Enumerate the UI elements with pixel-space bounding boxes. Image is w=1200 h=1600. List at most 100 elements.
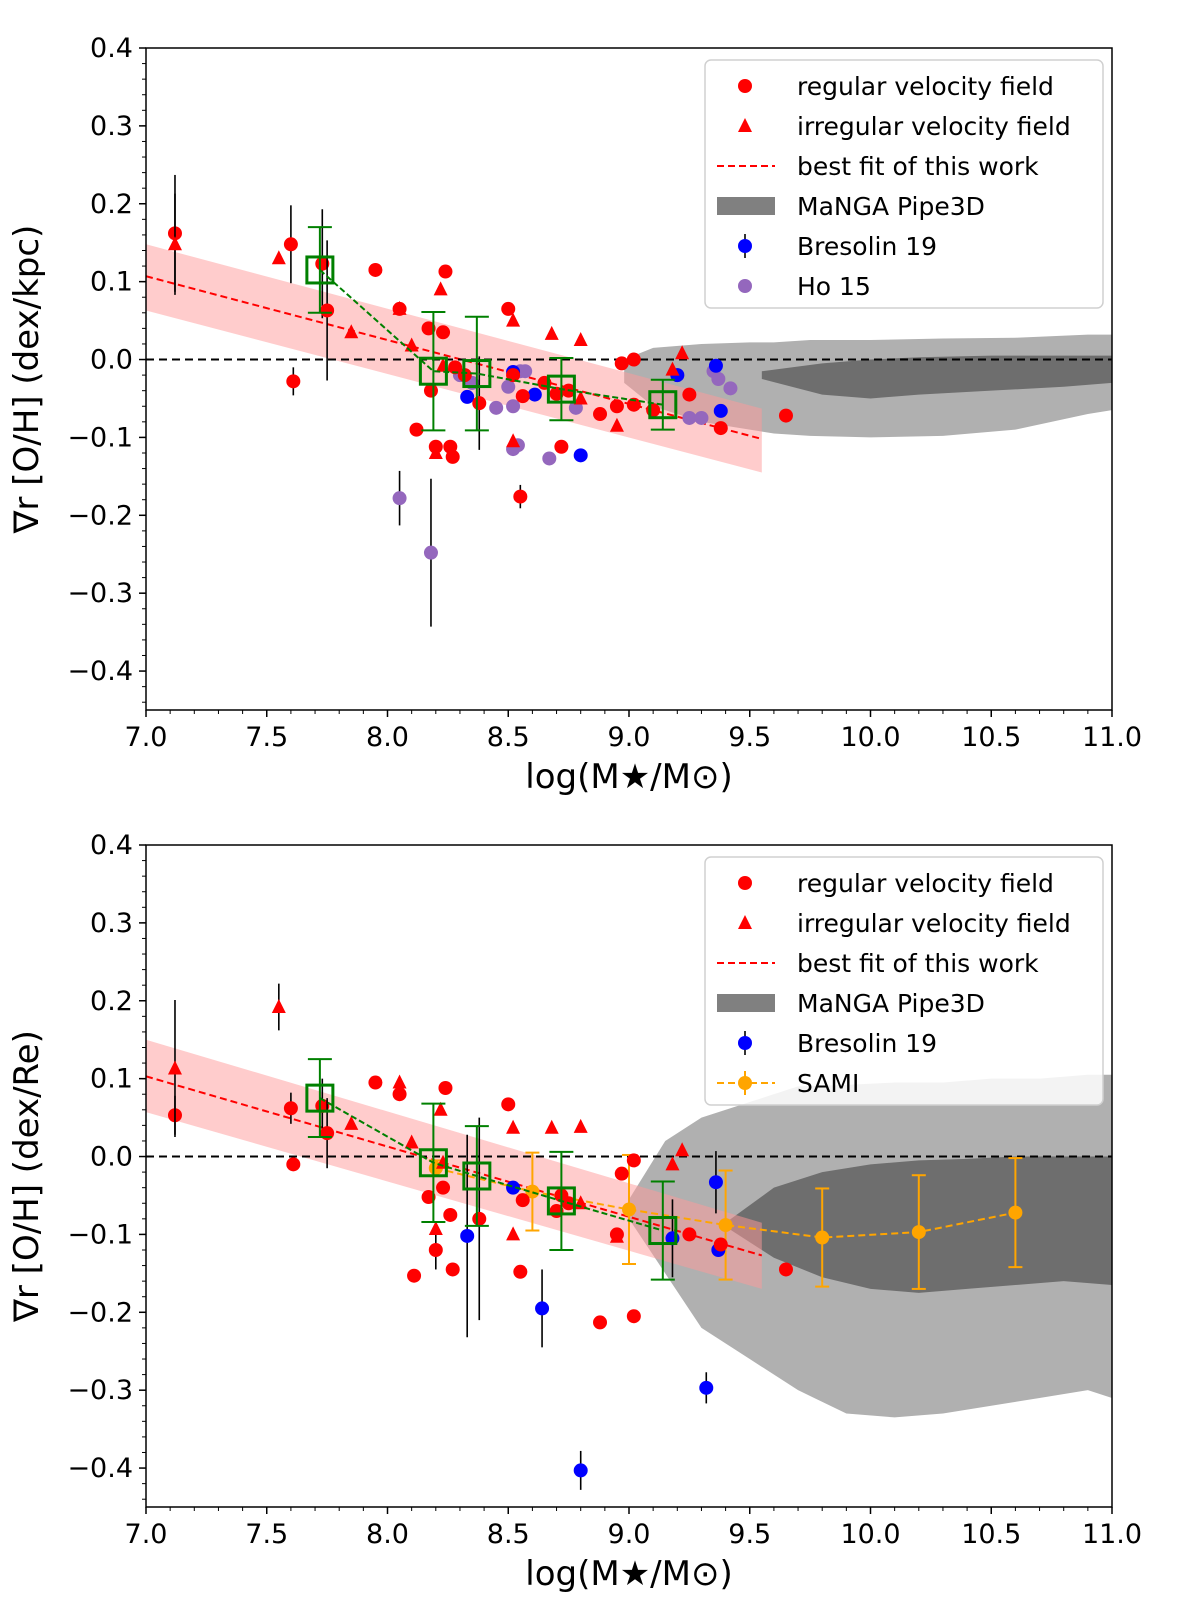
bottom-regular-point (286, 1157, 301, 1172)
bottom-bresolin-point (573, 1463, 588, 1478)
bottom-legend-bresolin-marker (738, 1036, 752, 1050)
top-regular-point (472, 396, 487, 411)
top-regular-point (423, 383, 438, 398)
bottom-legend-label: MaNGA Pipe3D (797, 989, 985, 1018)
top-binned-square (305, 255, 335, 285)
top-legend-label: MaNGA Pipe3D (797, 192, 985, 221)
bottom-sami-point (911, 1225, 926, 1240)
top-regular-point (554, 439, 569, 454)
top-legend-regular-marker (738, 79, 752, 93)
top-regular-point (626, 397, 641, 412)
bottom-panel: 7.0 7.5 8.0 8.5 9.0 9.5 10.0 10.5 11.0 −0.4 −0.3 −0… (7, 830, 1142, 1594)
bottom-regular-point (428, 1242, 443, 1257)
top-regular-point (286, 374, 301, 389)
bottom-x-tick-label: 7.5 (245, 1519, 288, 1550)
bottom-regular-point (682, 1227, 697, 1242)
top-x-axis-label: log(M★/M⊙) (525, 757, 732, 797)
bottom-regular-point (626, 1153, 641, 1168)
bottom-binned-square (648, 1216, 678, 1246)
bottom-legend-label: best fit of this work (797, 949, 1039, 978)
bottom-regular-point (320, 1126, 335, 1141)
bottom-bresolin-point (506, 1180, 521, 1195)
top-irregular-point (665, 361, 680, 376)
top-irregular-point (675, 345, 690, 360)
top-irregular-point (573, 332, 588, 347)
top-regular-point (515, 389, 530, 404)
bottom-x-tick-label: 7.0 (125, 1519, 168, 1550)
top-legend-bresolin-marker (738, 239, 752, 253)
top-panel: 7.0 7.5 8.0 8.5 9.0 9.5 10.0 10.5 11.0 −0.4 −0.3 −0… (7, 33, 1142, 797)
bottom-irregular-point (506, 1119, 521, 1134)
bottom-binned-square (546, 1186, 576, 1216)
top-y-axis-label: ∇r [O/H] (dex/kpc) (7, 225, 47, 535)
top-ho15-point (682, 410, 697, 425)
bottom-regular-point (515, 1193, 530, 1208)
top-y-tick-label: 0.3 (90, 111, 133, 142)
top-irregular-point (433, 281, 448, 296)
top-regular-point (283, 237, 298, 252)
top-regular-point (593, 407, 608, 422)
top-legend-label: regular velocity field (797, 72, 1054, 101)
bottom-legend-manga-swatch (717, 994, 775, 1012)
top-ho15-point (501, 379, 516, 394)
top-ho15-point (542, 451, 557, 466)
bottom-binned-square (462, 1161, 492, 1191)
top-irregular-point (573, 390, 588, 405)
top-regular-point (445, 449, 460, 464)
bottom-sami-point (718, 1218, 733, 1233)
bottom-sami-point (622, 1202, 636, 1217)
bottom-irregular-point (433, 1101, 448, 1116)
top-legend-manga-swatch (717, 197, 775, 215)
bottom-irregular-point (344, 1115, 359, 1130)
top-binned-line (319, 269, 663, 406)
bottom-regular-point (713, 1237, 728, 1252)
bottom-legend-label: irregular velocity field (797, 909, 1071, 938)
top-regular-point (438, 264, 453, 279)
bottom-legend-label: SAMI (797, 1069, 859, 1098)
bottom-x-tick-label: 8.0 (366, 1519, 409, 1550)
top-legend-box (704, 59, 1104, 309)
bottom-bresolin-point (535, 1301, 550, 1316)
top-ho15-point (423, 545, 438, 560)
top-irregular-point (392, 300, 407, 315)
bottom-legend-label: regular velocity field (797, 869, 1054, 898)
top-irregular-point (428, 444, 443, 459)
bottom-regular-point (614, 1166, 629, 1181)
top-y-tick-label: 0.0 (90, 345, 133, 376)
top-irregular-point (609, 417, 624, 432)
bottom-y-tick-label: −0.3 (67, 1375, 133, 1406)
bottom-irregular-point (392, 1074, 407, 1089)
bottom-y-tick-label: 0.4 (90, 830, 133, 861)
top-regular-point (501, 301, 516, 316)
bottom-binned-square (418, 1148, 448, 1178)
top-legend-irregular-marker (738, 118, 752, 132)
top-x-tick-label: 7.0 (125, 722, 168, 753)
top-regular-point (626, 352, 641, 367)
top-ho15-point (723, 381, 738, 396)
bottom-irregular-point (665, 1156, 680, 1171)
top-y-tick-label: 0.1 (90, 267, 133, 298)
bottom-sami-point (815, 1230, 830, 1245)
top-legend-label: Ho 15 (797, 272, 871, 301)
top-fit-confidence-band (146, 244, 762, 473)
bottom-best-fit-line (146, 1075, 763, 1257)
bottom-irregular-point (573, 1118, 588, 1133)
top-x-tick-label: 7.5 (245, 722, 288, 753)
bottom-x-axis-label: log(M★/M⊙) (525, 1554, 732, 1594)
bottom-regular-point (445, 1262, 460, 1277)
top-regular-point (368, 262, 383, 277)
top-y-tick-label: 0.2 (90, 189, 133, 220)
top-x-tick-label: 10.0 (840, 722, 900, 753)
bottom-regular-point (501, 1097, 516, 1112)
top-y-tick-label: −0.4 (67, 656, 133, 687)
top-regular-point (778, 408, 793, 423)
bottom-regular-point (443, 1207, 458, 1222)
top-regular-point (609, 399, 624, 414)
bottom-regular-point (438, 1080, 453, 1095)
bottom-regular-point (472, 1211, 487, 1226)
bottom-legend-regular-marker (738, 876, 752, 890)
bottom-irregular-point (271, 998, 286, 1013)
top-binned-square (462, 359, 492, 389)
bottom-x-tick-label: 9.0 (608, 1519, 651, 1550)
